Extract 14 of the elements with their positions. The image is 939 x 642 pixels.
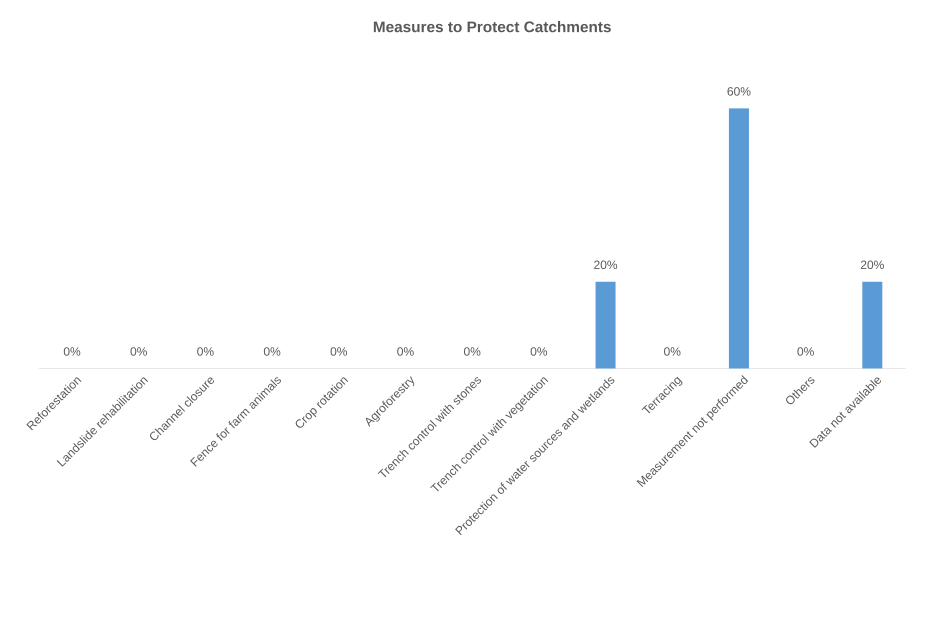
data-label: 0% [264,347,280,356]
data-label: 0% [64,347,80,356]
data-label: 0% [197,347,214,356]
data-label: 0% [397,347,414,356]
chart-title: Measures to Protect Catchments [374,21,611,33]
data-label: 0% [130,347,147,356]
data-label: 0% [797,347,814,356]
data-label: 60% [728,87,751,96]
data-label: 20% [860,260,884,270]
data-label: 20% [594,260,618,270]
data-label: 0% [464,347,480,356]
data-label: 0% [530,347,548,356]
data-label: 0% [330,347,348,356]
data-label: 0% [664,347,680,356]
